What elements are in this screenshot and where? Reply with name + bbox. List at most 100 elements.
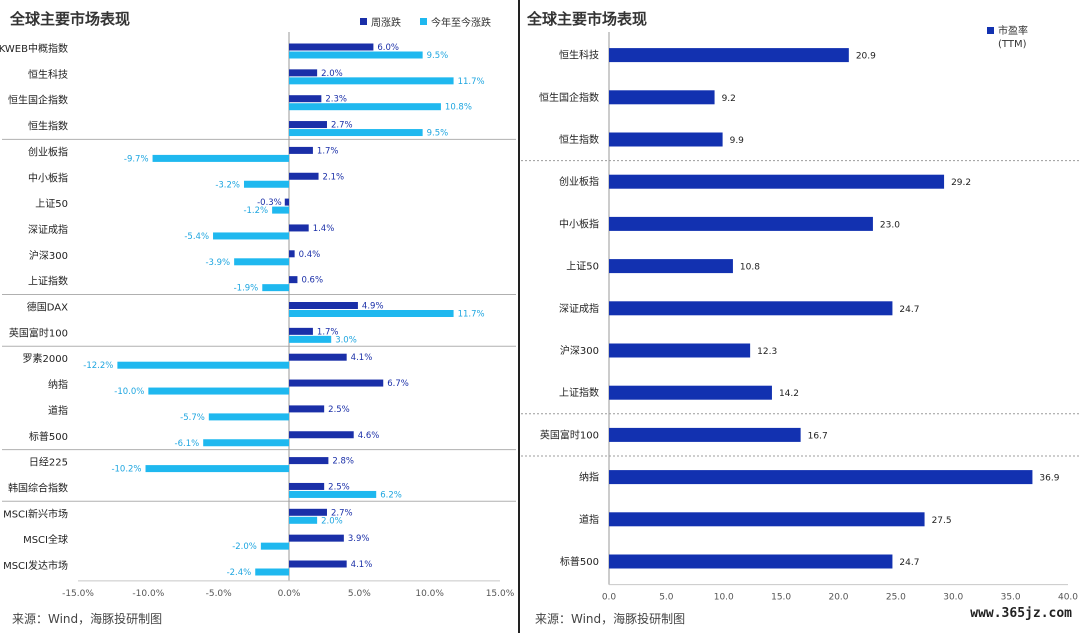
data-label-weekly: 1.4% xyxy=(313,224,335,234)
data-label-ytd: 10.8% xyxy=(445,103,472,113)
data-label-weekly: 3.9% xyxy=(348,534,370,544)
category-label: 创业板指 xyxy=(28,145,68,158)
category-label: 道指 xyxy=(579,513,599,526)
x-tick-label: 10.0% xyxy=(415,589,444,599)
x-tick-label: 0.0% xyxy=(278,589,301,599)
bar-pe xyxy=(609,343,751,358)
data-label-weekly: 2.5% xyxy=(328,405,350,415)
bar-weekly xyxy=(289,224,309,232)
category-label: 恒生科技 xyxy=(559,49,599,62)
bar-ytd xyxy=(152,154,289,162)
data-label-ytd: 9.5% xyxy=(427,129,449,139)
category-label: 中小板指 xyxy=(28,171,68,184)
x-tick-label: 25.0 xyxy=(886,593,906,603)
legend-ytd-swatch xyxy=(420,18,427,25)
x-tick-label: -10.0% xyxy=(132,589,164,599)
bar-weekly xyxy=(289,482,325,490)
bar-weekly xyxy=(289,146,313,154)
data-label-pe: 10.8 xyxy=(740,263,760,273)
x-tick-label: 30.0 xyxy=(943,593,963,603)
right-chart-title: 全球主要市场表现 xyxy=(527,10,648,28)
x-tick-label: -5.0% xyxy=(206,589,233,599)
bar-ytd xyxy=(117,361,290,369)
x-tick-label: 20.0 xyxy=(828,593,848,603)
bar-weekly xyxy=(289,405,325,413)
bar-ytd xyxy=(289,129,423,137)
data-label-pe: 12.3 xyxy=(757,347,777,357)
data-label-weekly: 2.8% xyxy=(332,457,354,467)
x-tick-label: 40.0 xyxy=(1058,593,1078,603)
bar-weekly xyxy=(289,508,327,516)
bar-ytd xyxy=(289,103,441,111)
data-label-pe: 29.2 xyxy=(951,178,971,188)
bar-weekly xyxy=(289,172,319,180)
data-label-ytd: 9.5% xyxy=(427,51,449,61)
category-label: 日经225 xyxy=(29,456,68,469)
data-label-ytd: -6.1% xyxy=(175,439,200,449)
bar-ytd xyxy=(255,568,289,576)
data-label-weekly: 2.7% xyxy=(331,121,353,131)
data-label-ytd: 11.7% xyxy=(458,310,485,320)
bar-ytd xyxy=(289,335,332,343)
data-label-pe: 23.0 xyxy=(880,220,900,230)
data-label-weekly: 1.7% xyxy=(317,327,339,337)
bar-pe xyxy=(609,90,715,105)
site-watermark: www.365jz.com xyxy=(970,606,1072,621)
category-label: MSCI全球 xyxy=(23,533,68,546)
bar-weekly xyxy=(289,276,298,284)
bar-pe xyxy=(609,554,893,569)
data-label-pe: 14.2 xyxy=(779,389,799,399)
data-label-pe: 9.2 xyxy=(722,94,736,104)
bar-weekly xyxy=(289,250,295,258)
bar-ytd xyxy=(203,439,289,447)
data-label-ytd: -9.7% xyxy=(124,154,149,164)
category-label: 沪深300 xyxy=(29,249,68,262)
category-label: 深证成指 xyxy=(559,302,599,315)
data-label-weekly: 4.9% xyxy=(362,302,384,312)
data-label-weekly: 6.0% xyxy=(377,43,399,53)
category-label: 英国富时100 xyxy=(540,428,599,441)
data-label-ytd: -1.2% xyxy=(243,206,268,216)
bar-pe xyxy=(609,132,723,147)
data-label-weekly: 2.1% xyxy=(323,172,345,182)
bar-ytd xyxy=(213,232,289,240)
category-label: 标普500 xyxy=(560,555,599,568)
bar-pe xyxy=(609,301,893,316)
data-label-ytd: 2.0% xyxy=(321,516,343,526)
left-bar-chart: -15.0% -10.0% -5.0% 0.0% 5.0% 10.0% 15.0% KWEB中… xyxy=(0,32,516,599)
bar-weekly xyxy=(289,353,347,361)
bar-ytd xyxy=(272,206,289,214)
category-label: 德国DAX xyxy=(27,301,68,314)
data-label-weekly: 2.0% xyxy=(321,69,343,79)
bar-weekly xyxy=(289,69,318,77)
right-source-note: 来源：Wind，海豚投研制图 xyxy=(535,612,686,626)
bar-pe xyxy=(609,48,849,63)
category-label: 恒生科技 xyxy=(28,68,68,81)
x-tick-label: 0.0 xyxy=(602,593,617,603)
legend-weekly: 周涨跌 xyxy=(360,14,401,29)
data-label-ytd: -10.0% xyxy=(114,387,144,397)
bar-ytd xyxy=(289,51,423,59)
bar-weekly xyxy=(289,327,313,335)
legend-pe-swatch xyxy=(987,27,994,34)
bar-ytd xyxy=(208,413,289,421)
bar-ytd xyxy=(148,387,289,395)
data-label-ytd: -10.2% xyxy=(111,465,141,475)
data-label-weekly: 2.7% xyxy=(331,508,353,518)
data-label-ytd: -5.7% xyxy=(180,413,205,423)
data-label-ytd: -3.2% xyxy=(215,180,240,190)
legend-ytd: 今年至今涨跌 xyxy=(420,14,491,29)
data-label-weekly: 0.4% xyxy=(299,250,321,260)
data-label-pe: 20.9 xyxy=(856,52,876,62)
category-label: 中小板指 xyxy=(559,217,599,230)
data-label-pe: 24.7 xyxy=(899,305,919,315)
bar-weekly xyxy=(289,431,354,439)
data-label-ytd: -2.4% xyxy=(227,568,252,578)
legend-weekly-swatch xyxy=(360,18,367,25)
category-label: 英国富时100 xyxy=(9,326,68,339)
category-label: 上证指数 xyxy=(559,386,599,399)
data-label-weekly: 4.1% xyxy=(351,560,373,570)
data-label-weekly: 1.7% xyxy=(317,146,339,156)
bar-weekly xyxy=(284,198,289,206)
legend-pe: 市盈率 (TTM) xyxy=(987,25,1028,51)
